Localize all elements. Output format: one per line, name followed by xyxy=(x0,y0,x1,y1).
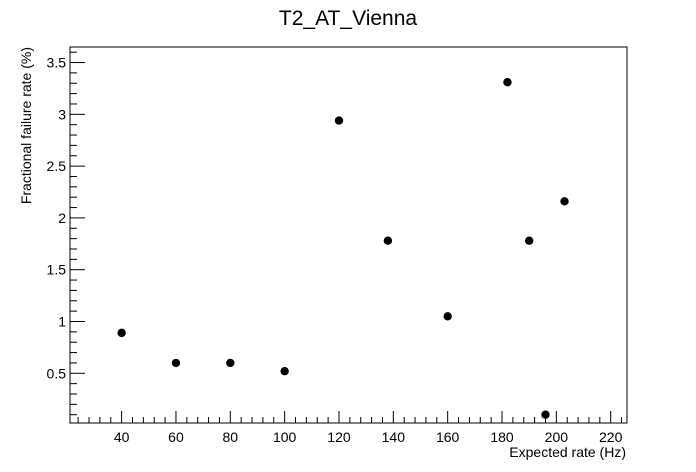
data-point xyxy=(383,236,393,245)
x-tick-label: 40 xyxy=(114,429,130,445)
data-point xyxy=(503,78,512,87)
x-tick-label: 120 xyxy=(327,429,351,445)
y-tick-label: 2.5 xyxy=(47,158,67,174)
data-point xyxy=(560,197,569,206)
plot-frame xyxy=(69,46,628,424)
data-point xyxy=(443,312,452,321)
x-tick-label: 220 xyxy=(599,429,623,445)
data-point xyxy=(280,367,289,376)
x-axis-ticks: 40 60 80 100 120 140 160 180 200 220 xyxy=(114,411,623,445)
y-tick-label: 0.5 xyxy=(47,365,67,381)
x-tick-label: 200 xyxy=(545,429,569,445)
y-tick-label: 2 xyxy=(58,210,66,226)
y-axis-label: Fractional failure rate (%) xyxy=(18,47,34,204)
data-point xyxy=(524,236,534,245)
x-axis-label: Expected rate (Hz) xyxy=(509,444,626,460)
data-point xyxy=(226,358,235,368)
data-point xyxy=(171,358,181,368)
y-tick-label: 1.5 xyxy=(47,262,67,278)
x-tick-label: 160 xyxy=(436,429,460,445)
data-point xyxy=(117,328,126,338)
y-axis-ticks: 0.5 1 1.5 2 2.5 3 3.5 xyxy=(47,55,85,381)
x-tick-label: 180 xyxy=(490,429,514,445)
y-tick-label: 3 xyxy=(58,106,66,122)
data-point xyxy=(541,410,550,419)
data-point xyxy=(334,116,344,125)
data-points xyxy=(117,78,569,419)
y-tick-label: 1 xyxy=(58,313,66,329)
x-tick-label: 60 xyxy=(168,429,184,445)
chart-title: T2_AT_Vienna xyxy=(279,7,417,30)
x-tick-label: 100 xyxy=(273,429,297,445)
y-minor-ticks xyxy=(70,51,77,416)
y-tick-label: 3.5 xyxy=(47,55,67,71)
x-minor-ticks xyxy=(77,417,623,423)
x-tick-label: 80 xyxy=(223,429,239,445)
x-tick-label: 140 xyxy=(382,429,406,445)
